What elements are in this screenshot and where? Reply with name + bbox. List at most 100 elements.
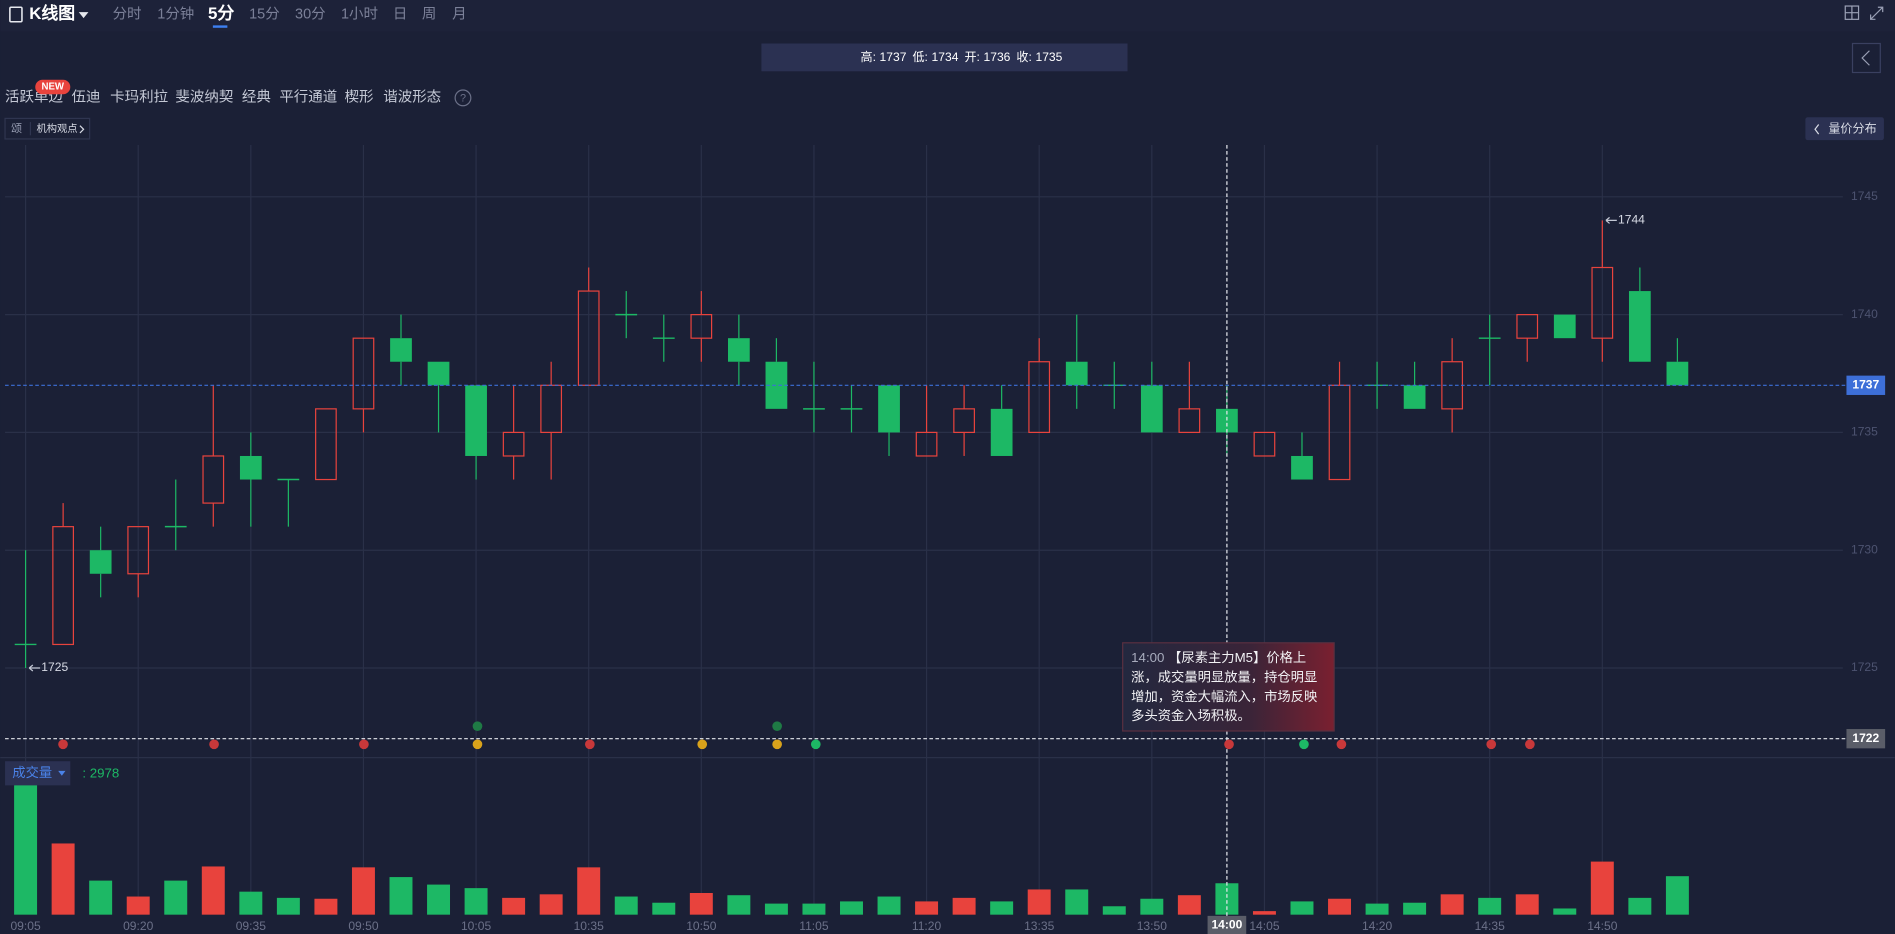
layout-icon-lines — [1845, 6, 1859, 20]
volume-separator: : — [82, 765, 86, 780]
volume-bar — [1140, 898, 1164, 915]
side-button[interactable] — [1805, 117, 1884, 141]
volume-bar — [1177, 895, 1201, 915]
crosshair-x-label: 14:00 — [1211, 918, 1242, 932]
shrink-icon[interactable] — [1870, 6, 1884, 20]
side-button-arrow — [1814, 124, 1820, 135]
help-icon[interactable] — [454, 89, 472, 107]
info-value: 1734 — [932, 50, 959, 64]
collapse-button[interactable] — [1851, 42, 1881, 74]
signal[interactable] — [810, 739, 821, 750]
volume-readout: : 2978 — [82, 765, 119, 780]
volume-bar — [915, 901, 939, 915]
period-tab[interactable]: 1小时 — [341, 5, 378, 22]
signal[interactable] — [1224, 739, 1234, 750]
volume-bar — [877, 896, 901, 915]
candle-body — [915, 431, 938, 457]
period-tab[interactable]: 1分钟 — [157, 5, 194, 22]
candle-body — [352, 337, 375, 410]
period-tab[interactable]: 月 — [452, 6, 467, 22]
period-tab[interactable]: 日 — [393, 6, 408, 22]
info-label: 开: — [964, 50, 979, 64]
signal[interactable] — [697, 739, 708, 750]
indicator-tab[interactable]: 斐波纳契 — [175, 89, 233, 106]
candle-body — [1553, 314, 1576, 339]
volume-bar — [89, 880, 113, 915]
volume-bar — [952, 897, 976, 915]
volume-bar — [427, 884, 451, 915]
annotation-arrow — [28, 664, 41, 672]
volume-name[interactable]: 成交量 — [12, 764, 52, 780]
x-tick-label: 09:35 — [236, 919, 267, 933]
signal[interactable] — [1336, 739, 1347, 750]
indicator-tab[interactable]: 平行通道 — [279, 89, 337, 106]
plot: 1725 1730 1735 1740 1745 09:05 09:20 09:35 09:50… — [0, 144, 1895, 934]
indicator-tab[interactable]: 经典 — [242, 89, 271, 106]
x-tick-label: 10:05 — [461, 919, 492, 933]
volume-bar — [389, 877, 413, 915]
x-tick-label: 14:50 — [1587, 919, 1618, 933]
signal[interactable] — [472, 739, 483, 750]
signal[interactable] — [1486, 739, 1497, 750]
candle-body — [502, 431, 525, 457]
candle-body — [1328, 384, 1351, 481]
volume-bar — [652, 902, 676, 915]
volume-bar — [1102, 906, 1126, 915]
chip-arrow — [79, 125, 85, 134]
signal[interactable] — [585, 739, 595, 750]
signal[interactable] — [58, 739, 68, 750]
help-text[interactable]: ? — [460, 92, 466, 104]
period-tab[interactable]: 周 — [422, 6, 437, 22]
volume-label-box[interactable] — [5, 761, 71, 786]
indicator-tab[interactable]: 楔形 — [345, 89, 374, 106]
title[interactable]: K线图 — [29, 3, 75, 23]
indicator-tab[interactable]: 伍迪 — [71, 89, 100, 106]
indicator-tab[interactable]: 卡玛利拉 — [110, 89, 168, 106]
indicator-tab[interactable]: 谐波形态 — [383, 89, 441, 106]
y-tick-label: 1745 — [1851, 189, 1878, 203]
volume-bar — [502, 897, 526, 915]
signal[interactable] — [772, 721, 782, 732]
period-tab[interactable]: 分时 — [113, 5, 142, 22]
x-tick-label: 14:05 — [1249, 919, 1280, 933]
volume-bar — [802, 903, 826, 915]
volume-bar — [1065, 889, 1089, 915]
dropdown-caret[interactable] — [78, 12, 89, 19]
candle-body — [1591, 266, 1614, 339]
signal[interactable] — [1525, 739, 1535, 750]
signal[interactable] — [472, 721, 483, 732]
y-tick-label: 1740 — [1851, 307, 1878, 321]
candle-body — [1253, 431, 1276, 457]
candle-body — [1028, 361, 1051, 434]
volume-bar — [51, 843, 75, 915]
signal[interactable] — [209, 739, 219, 750]
signal[interactable] — [772, 739, 782, 750]
info-text: 高: 1737 低: 1734 开: 1736 收: 1735 — [861, 49, 1063, 64]
x-tick-label: 13:50 — [1137, 919, 1168, 933]
x-tick-label: 09:20 — [123, 919, 154, 933]
candle-body — [1516, 314, 1539, 339]
volume-current: 2978 — [90, 765, 120, 780]
info-bar — [761, 43, 1128, 72]
volume-bar — [1252, 911, 1276, 915]
crosshair-y-box — [1846, 729, 1886, 749]
signal[interactable] — [359, 739, 369, 750]
period-tab[interactable]: 5分 — [208, 4, 234, 23]
side-button-label[interactable]: 量价分布 — [1828, 121, 1876, 135]
volume-bar — [239, 891, 263, 915]
x-tick-label: 14:20 — [1362, 919, 1393, 933]
chip[interactable] — [4, 117, 91, 140]
annotation-arrow — [1605, 216, 1617, 224]
period-tab[interactable]: 30分 — [295, 5, 326, 22]
candle-body — [239, 455, 262, 480]
volume-bar — [539, 894, 563, 915]
candle-body — [878, 385, 900, 433]
x-tick-label: 11:05 — [799, 919, 829, 933]
tooltip-time: 14:00 — [1131, 651, 1165, 666]
y-tick-label: 1735 — [1851, 425, 1878, 439]
period-tab[interactable]: 15分 — [249, 5, 280, 22]
signal[interactable] — [1299, 739, 1309, 750]
x-tick-label: 09:50 — [348, 919, 379, 933]
candle-body — [577, 290, 600, 386]
info-label: 高: — [861, 49, 876, 64]
